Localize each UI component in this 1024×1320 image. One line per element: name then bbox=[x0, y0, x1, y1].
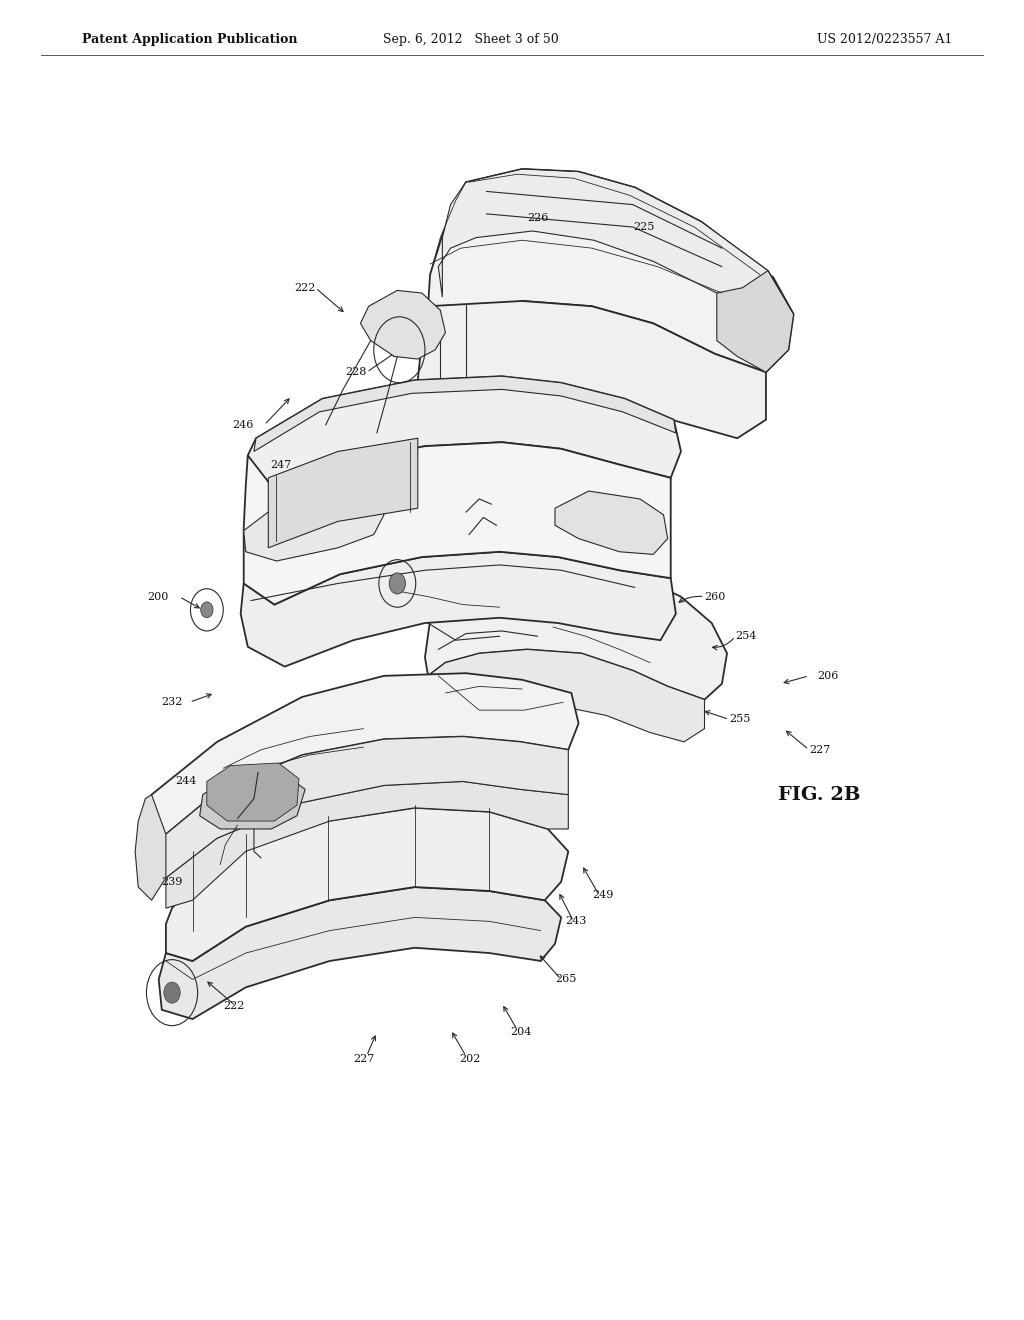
Text: 204: 204 bbox=[510, 1027, 531, 1038]
Text: 225: 225 bbox=[633, 222, 654, 232]
Text: 226: 226 bbox=[527, 213, 549, 223]
Text: Patent Application Publication: Patent Application Publication bbox=[82, 33, 297, 46]
Polygon shape bbox=[143, 673, 579, 834]
Text: 243: 243 bbox=[565, 916, 587, 927]
Circle shape bbox=[164, 982, 180, 1003]
Text: 255: 255 bbox=[729, 714, 751, 725]
Text: 249: 249 bbox=[592, 890, 613, 900]
Text: 228: 228 bbox=[345, 367, 367, 378]
Polygon shape bbox=[438, 169, 794, 327]
Polygon shape bbox=[422, 649, 705, 742]
Polygon shape bbox=[425, 548, 727, 700]
Polygon shape bbox=[248, 376, 681, 495]
Text: 227: 227 bbox=[353, 1053, 375, 1064]
Text: Sep. 6, 2012   Sheet 3 of 50: Sep. 6, 2012 Sheet 3 of 50 bbox=[383, 33, 559, 46]
Text: 206: 206 bbox=[817, 671, 839, 681]
Text: 254: 254 bbox=[735, 631, 757, 642]
Polygon shape bbox=[141, 737, 568, 878]
Polygon shape bbox=[200, 772, 305, 829]
Polygon shape bbox=[418, 301, 766, 438]
Text: 200: 200 bbox=[147, 591, 169, 602]
Polygon shape bbox=[268, 438, 418, 548]
Circle shape bbox=[201, 602, 213, 618]
Text: 246: 246 bbox=[232, 420, 254, 430]
Polygon shape bbox=[166, 808, 568, 961]
Text: 227: 227 bbox=[809, 744, 830, 755]
Text: 265: 265 bbox=[555, 974, 577, 985]
Text: 222: 222 bbox=[294, 282, 315, 293]
Polygon shape bbox=[555, 491, 668, 554]
Polygon shape bbox=[166, 781, 568, 908]
Polygon shape bbox=[244, 442, 671, 605]
Text: US 2012/0223557 A1: US 2012/0223557 A1 bbox=[817, 33, 952, 46]
Polygon shape bbox=[254, 376, 676, 451]
Text: 222: 222 bbox=[223, 1001, 245, 1011]
Text: 244: 244 bbox=[175, 776, 197, 787]
Polygon shape bbox=[717, 271, 794, 372]
Polygon shape bbox=[428, 169, 794, 372]
Polygon shape bbox=[360, 290, 445, 359]
Polygon shape bbox=[244, 488, 384, 561]
Text: 202: 202 bbox=[459, 1053, 480, 1064]
Text: FIG. 2B: FIG. 2B bbox=[778, 785, 860, 804]
Polygon shape bbox=[241, 552, 676, 667]
Polygon shape bbox=[135, 795, 166, 900]
Text: 247: 247 bbox=[270, 459, 292, 470]
Text: 232: 232 bbox=[161, 697, 182, 708]
Text: 239: 239 bbox=[161, 876, 182, 887]
Polygon shape bbox=[207, 763, 299, 821]
Text: 260: 260 bbox=[705, 591, 726, 602]
Circle shape bbox=[389, 573, 406, 594]
Polygon shape bbox=[159, 887, 561, 1019]
